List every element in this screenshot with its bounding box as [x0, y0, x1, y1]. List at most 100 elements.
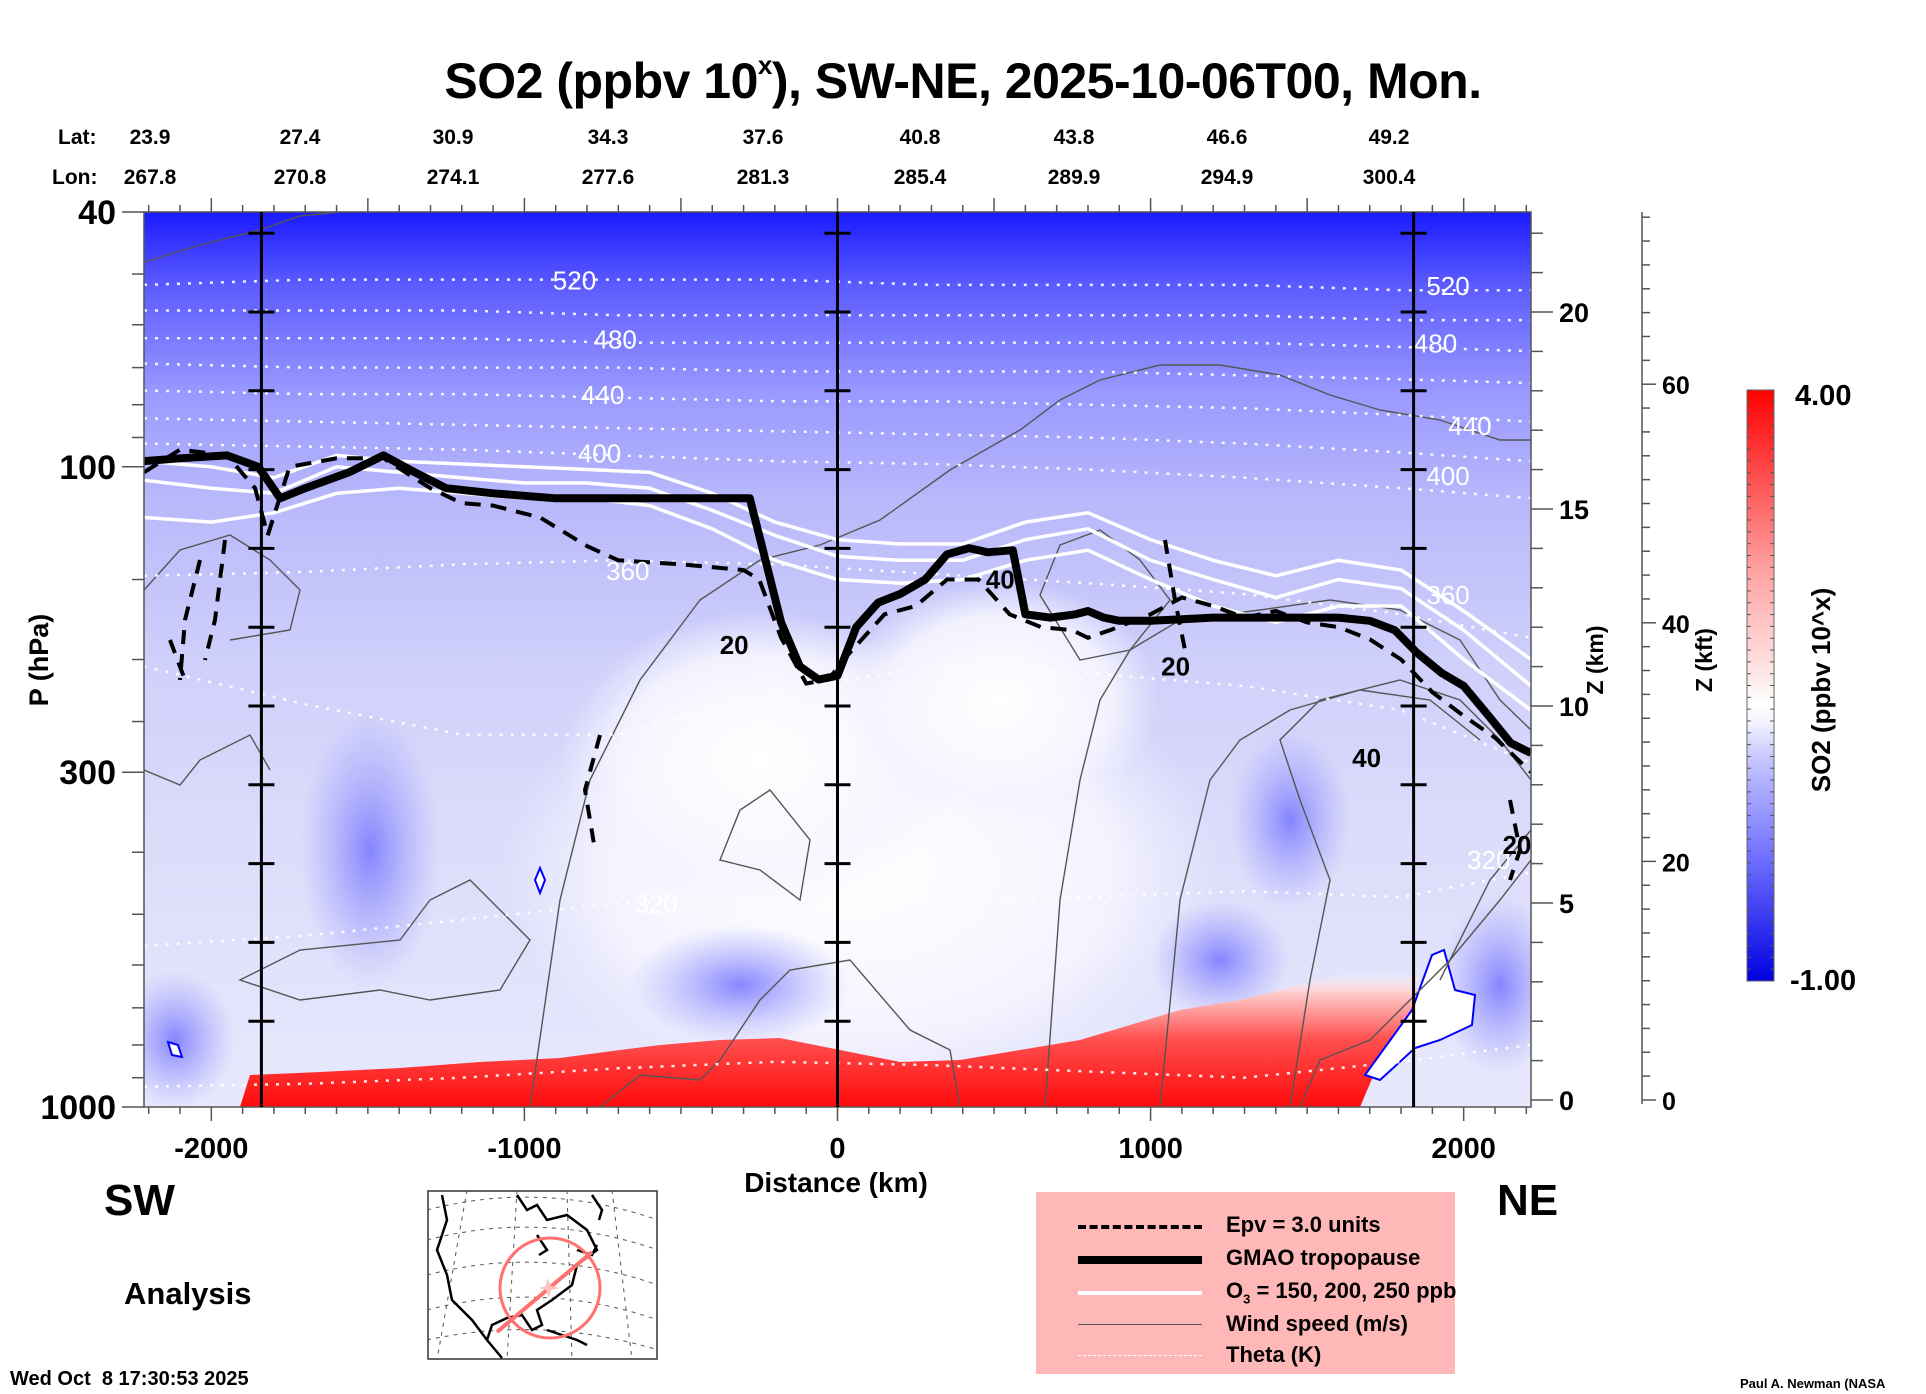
theta-contour-440 [144, 389, 1531, 423]
theta-label: 480 [1414, 329, 1457, 359]
title-text: SO2 (ppbv 10 [444, 53, 758, 109]
lon-value: 300.4 [1362, 166, 1416, 189]
colorbar-title: SO2 (ppbv 10^x) [1806, 588, 1836, 792]
so2-min-marker [533, 865, 547, 896]
epv-contour [203, 539, 227, 661]
white-line-icon [1078, 1291, 1202, 1295]
x-tick-label: 0 [829, 1133, 845, 1165]
wind-speed-contour [238, 879, 531, 1001]
x-tick-label: 1000 [1118, 1133, 1183, 1165]
wind-speed-label: 20 [1161, 651, 1190, 681]
so2-min-marker [166, 1040, 184, 1059]
theta-label: 320 [634, 889, 677, 919]
chart-title: SO2 (ppbv 10x), SW-NE, 2025-10-06T00, Mo… [0, 50, 1926, 110]
so2-low-pocket [300, 710, 440, 990]
x-tick-label: -2000 [174, 1133, 248, 1165]
theta-contour-460 [144, 362, 1531, 385]
lon-value: 267.8 [123, 166, 177, 189]
legend-label-part: O [1226, 1278, 1244, 1303]
colorbar-title-text: SO2 (ppbv 10^x) [1806, 588, 1836, 792]
latlon-header: Lat: Lon: 23.9 267.8 27.4 270.8 30.9 274.1 34.… [0, 126, 1926, 196]
timestamp: Wed Oct 8 17:30:53 2025 [10, 1368, 249, 1390]
x-tick-label: 2000 [1431, 1133, 1496, 1165]
map-section-line [495, 1250, 594, 1334]
z-kft-tick-label: 20 [1662, 849, 1690, 877]
tropopause-line [144, 451, 1531, 757]
lon-value: 294.9 [1200, 166, 1254, 189]
wind-speed-contour [1439, 829, 1531, 981]
lon-value: 289.9 [1047, 166, 1101, 189]
legend-label: Wind speed (m/s) [1226, 1311, 1408, 1336]
z-km-tick-label: 20 [1559, 298, 1589, 328]
z-km-tick-label: 10 [1559, 692, 1589, 722]
contour-overlays: 5204804404003603205204804404003603202040… [144, 212, 1531, 1107]
epv-contour [1163, 539, 1187, 651]
y-tick-label: 100 [59, 449, 116, 487]
so2-low-pocket [144, 970, 235, 1107]
theta-contour-420 [144, 417, 1531, 463]
z-km-axis-title: Z (km) [1582, 626, 1608, 695]
wind-speed-contour [144, 734, 271, 786]
theta-label: 360 [1426, 580, 1469, 610]
lon-value: 281.3 [736, 166, 790, 189]
theta-contour-480 [144, 337, 1531, 353]
lat-label: Lat: [58, 126, 97, 149]
analysis-label: Analysis [124, 1276, 252, 1311]
lon-label: Lon: [52, 166, 98, 189]
lat-value: 46.6 [1206, 126, 1248, 149]
legend-item-theta: Theta (K) [1036, 1340, 1455, 1372]
lon-value: 285.4 [893, 166, 947, 189]
credit-label: Paul A. Newman (NASA [1740, 1376, 1886, 1391]
lon-value: 270.8 [273, 166, 327, 189]
map-radius-circle [498, 1236, 602, 1340]
wind-speed-contour [1279, 679, 1531, 1107]
lat-value: 30.9 [432, 126, 474, 149]
so2-low-pocket [630, 925, 850, 1045]
map-center-star-icon [539, 1278, 560, 1298]
legend-label: O3 = 150, 200, 250 ppb [1226, 1278, 1456, 1306]
ne-label: NE [1497, 1176, 1559, 1225]
y-tick-label: 40 [78, 194, 116, 232]
so2-white-patch [1363, 948, 1477, 1082]
legend-item-wind: Wind speed (m/s) [1036, 1309, 1455, 1341]
wind-speed-contour [1159, 689, 1481, 1107]
lon-value: 274.1 [426, 166, 480, 189]
title-superscript: x [757, 50, 772, 81]
legend-item-epv: Epv = 3.0 units [1036, 1210, 1455, 1242]
so2-low-pocket [1150, 900, 1290, 1020]
theta-label: 360 [606, 556, 649, 586]
dotted-line-icon [1078, 1355, 1202, 1356]
lat-value: 43.8 [1053, 126, 1095, 149]
legend-item-tropopause: GMAO tropopause [1036, 1243, 1455, 1275]
colorbar-max-label: 4.00 [1795, 380, 1851, 412]
wind-speed-contour [144, 534, 301, 641]
wind-speed-contour [719, 789, 811, 902]
theta-label: 440 [581, 380, 624, 410]
wind-speed-label: 40 [1352, 743, 1381, 773]
thick-line-icon [1078, 1256, 1202, 1264]
epv-contour [1508, 799, 1523, 881]
locator-map [427, 1190, 658, 1360]
wind-speed-label: 20 [720, 630, 749, 660]
lat-value: 27.4 [279, 126, 321, 149]
lon-value: 277.6 [581, 166, 635, 189]
z-km-tick-label: 0 [1559, 1086, 1574, 1116]
lat-value: 40.8 [899, 126, 941, 149]
theta-label: 400 [578, 439, 621, 469]
lat-value: 49.2 [1368, 126, 1410, 149]
dashed-line-icon [1078, 1225, 1202, 1229]
map-frame [427, 1190, 658, 1360]
z-km-tick-label: 15 [1559, 495, 1589, 525]
lat-value: 34.3 [587, 126, 629, 149]
legend: Epv = 3.0 units GMAO tropopause O3 = 150… [1036, 1192, 1456, 1374]
theta-label: 400 [1426, 461, 1469, 491]
so2-low-pocket [1230, 730, 1350, 910]
epv-contour [168, 639, 187, 681]
y-tick-label: 300 [59, 754, 116, 792]
colorbar-ticks [1747, 389, 1774, 982]
wind-speed-contour [599, 959, 961, 1107]
legend-label-part: = 150, 200, 250 ppb [1250, 1278, 1457, 1303]
legend-label: Theta (K) [1226, 1342, 1322, 1367]
lat-value: 23.9 [129, 126, 171, 149]
